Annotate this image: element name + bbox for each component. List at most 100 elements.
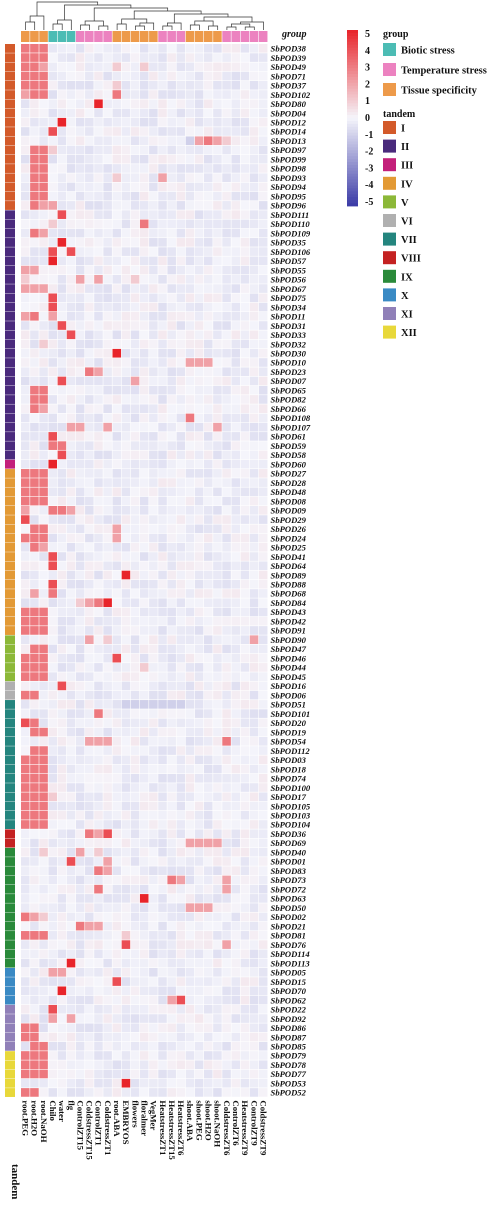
heatmap-cell <box>130 968 140 977</box>
heatmap-cell <box>66 977 76 986</box>
heatmap-cell <box>149 1023 158 1033</box>
heatmap-cell <box>231 875 240 885</box>
heatmap-cell <box>185 857 195 866</box>
heatmap-cell <box>121 182 131 192</box>
heatmap-cell <box>103 256 112 266</box>
colorbar-tick-label: -3 <box>365 163 373 174</box>
colorbar-segment <box>347 74 358 78</box>
heatmap-cell <box>103 311 112 321</box>
heatmap-cell <box>176 1060 186 1070</box>
heatmap-cell <box>112 395 122 404</box>
colorbar-segment <box>347 79 358 84</box>
row-label: SbPOD09 <box>271 506 307 516</box>
heatmap-cell <box>139 570 149 580</box>
heatmap-cell <box>103 755 112 765</box>
heatmap-cell <box>48 432 57 441</box>
heatmap-cell <box>21 829 30 839</box>
heatmap-cell <box>167 820 176 829</box>
heatmap-cell <box>222 1051 231 1060</box>
heatmap-cell <box>139 533 149 543</box>
tandem-cell <box>5 80 15 90</box>
heatmap-cell <box>94 191 103 201</box>
heatmap-cell <box>48 921 57 931</box>
heatmap-cell <box>103 709 112 718</box>
heatmap-cell <box>48 284 57 293</box>
heatmap-cell <box>121 90 131 99</box>
tandem-cell <box>5 607 15 617</box>
heatmap-cell <box>176 847 186 857</box>
heatmap-cell <box>176 764 186 774</box>
tandem-cell <box>5 533 15 543</box>
heatmap-cell <box>39 173 48 182</box>
heatmap-cell <box>75 228 85 238</box>
heatmap-cell <box>258 921 268 931</box>
heatmap-cell <box>75 339 85 349</box>
row-label: SbPOD105 <box>271 801 311 811</box>
heatmap-cell <box>75 820 85 829</box>
heatmap-cell <box>176 810 186 820</box>
heatmap-cell <box>48 90 57 99</box>
heatmap-cell <box>103 164 112 173</box>
colorbar-segment <box>347 167 358 172</box>
heatmap-cell <box>75 737 85 746</box>
heatmap-cell <box>194 931 204 940</box>
heatmap-cell <box>21 903 30 912</box>
heatmap-cell <box>213 275 222 284</box>
heatmap-cell <box>139 201 149 210</box>
tandem-cell <box>5 404 15 414</box>
heatmap-cell <box>139 968 149 977</box>
heatmap-cell <box>112 238 122 247</box>
heatmap-cell <box>167 912 176 922</box>
heatmap-cell <box>21 542 30 552</box>
heatmap-cell <box>158 764 167 774</box>
heatmap-cell <box>231 718 240 728</box>
heatmap-cell <box>57 496 67 506</box>
heatmap-cell <box>39 127 48 136</box>
heatmap-cell <box>57 487 67 497</box>
tandem-cell <box>5 173 15 183</box>
heatmap-cell <box>130 339 140 349</box>
heatmap-cell <box>103 635 112 644</box>
heatmap-cell <box>103 1023 112 1033</box>
heatmap-cell <box>85 589 94 598</box>
heatmap-cell <box>130 256 140 266</box>
heatmap-cell <box>112 598 122 608</box>
heatmap-cell <box>258 727 268 737</box>
heatmap-cell <box>258 154 268 164</box>
heatmap-cell <box>75 718 85 728</box>
colorbar-segment <box>347 103 358 107</box>
heatmap-cell <box>204 644 213 654</box>
heatmap-cell <box>48 626 57 635</box>
colorbar-segment <box>347 188 358 192</box>
heatmap-cell <box>258 690 268 700</box>
heatmap-cell <box>167 672 176 681</box>
heatmap-cell <box>222 469 231 478</box>
row-label: SbPOD92 <box>271 1014 307 1024</box>
heatmap-cell <box>75 589 85 598</box>
heatmap-cell <box>204 552 213 561</box>
heatmap-cell <box>158 607 167 617</box>
heatmap-cell <box>103 681 112 691</box>
heatmap-cell <box>48 182 57 192</box>
heatmap-cell <box>75 598 85 608</box>
heatmap-cell <box>167 330 176 340</box>
heatmap-cell <box>39 108 48 118</box>
heatmap-cell <box>66 496 76 506</box>
heatmap-cell <box>231 764 240 774</box>
row-label: SbPOD32 <box>271 339 307 349</box>
heatmap-cell <box>94 358 103 367</box>
heatmap-cell <box>121 857 131 866</box>
heatmap-cell <box>258 903 268 912</box>
heatmap-cell <box>57 700 67 709</box>
heatmap-cell <box>204 478 213 487</box>
heatmap-cell <box>66 746 76 755</box>
heatmap-cell <box>121 108 131 118</box>
heatmap-cell <box>194 1004 204 1014</box>
heatmap-cell <box>240 764 250 774</box>
heatmap-cell <box>66 755 76 765</box>
heatmap-cell <box>21 977 30 986</box>
heatmap-cell <box>158 995 167 1005</box>
heatmap-cell <box>249 968 259 977</box>
heatmap-cell <box>222 810 231 820</box>
heatmap-cell <box>48 672 57 681</box>
